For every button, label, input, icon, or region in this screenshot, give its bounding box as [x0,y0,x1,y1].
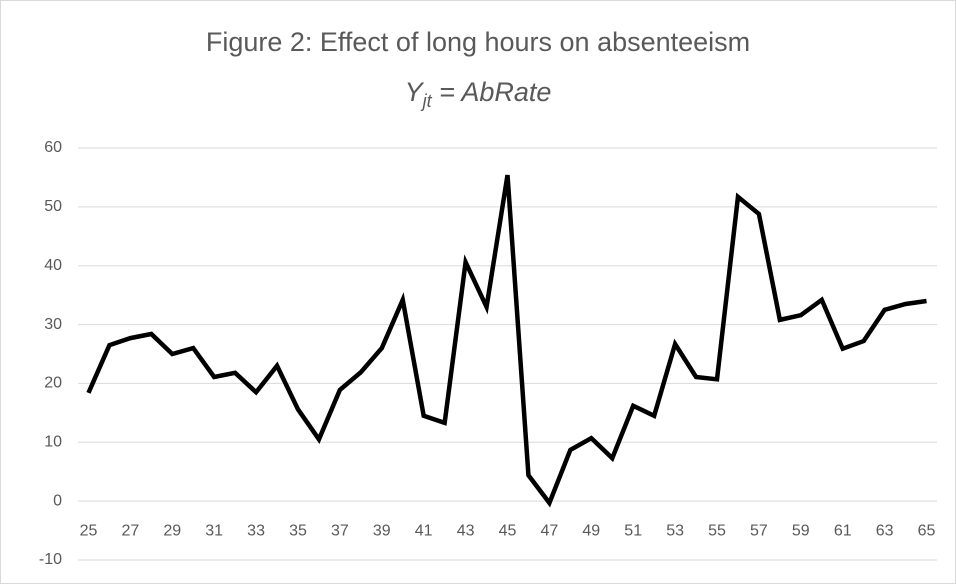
y-tick-label: 20 [44,375,62,392]
x-tick-label: 27 [121,522,139,539]
x-tick-label: 45 [499,522,517,539]
y-tick-label: -10 [39,551,62,568]
subtitle-subscript: jt [420,91,433,111]
y-tick-label: 50 [44,198,62,215]
x-tick-label: 57 [750,522,768,539]
chart-title: Figure 2: Effect of long hours on absent… [206,27,750,57]
x-tick-label: 33 [247,522,265,539]
x-tick-label: 31 [205,522,223,539]
x-tick-label: 59 [792,522,810,539]
x-tick-label: 51 [624,522,642,539]
x-tick-label: 49 [582,522,600,539]
x-tick-label: 35 [289,522,307,539]
x-tick-label: 41 [415,522,433,539]
x-tick-label: 37 [331,522,349,539]
x-tick-label: 53 [666,522,684,539]
subtitle-part: Y [405,77,425,107]
y-tick-label: 60 [44,139,62,156]
x-tick-label: 61 [834,522,852,539]
y-tick-label: 0 [53,492,62,509]
x-tick-label: 55 [708,522,726,539]
x-tick-label: 63 [876,522,894,539]
x-tick-label: 47 [541,522,559,539]
x-tick-label: 29 [163,522,181,539]
y-tick-label: 30 [44,316,62,333]
y-tick-label: 10 [44,434,62,451]
x-tick-label: 43 [457,522,475,539]
x-tick-label: 39 [373,522,391,539]
data-line [86,174,927,508]
x-tick-label: 65 [918,522,936,539]
chart-subtitle: Yjt = AbRate [405,77,552,111]
x-tick-label: 25 [80,522,98,539]
subtitle-part: = AbRate [432,77,552,107]
y-tick-label: 40 [44,257,62,274]
